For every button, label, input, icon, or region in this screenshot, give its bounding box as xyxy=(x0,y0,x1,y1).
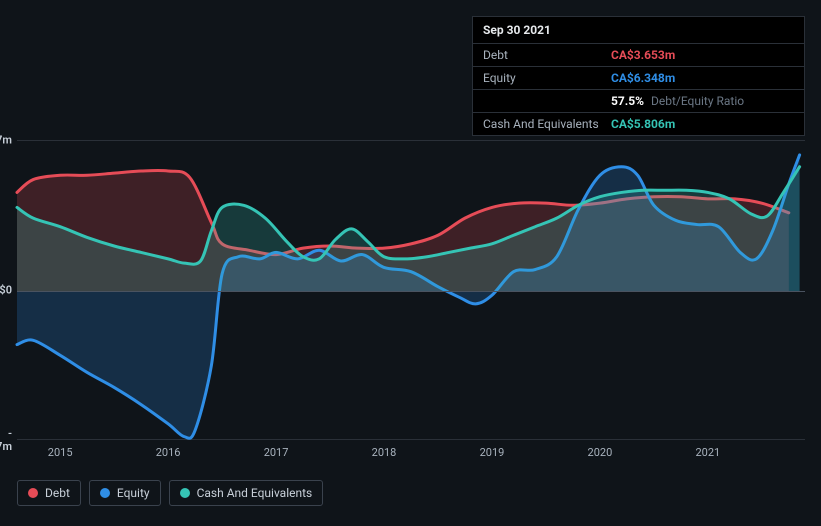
tooltip-row-label xyxy=(483,94,611,108)
tooltip-row-value: CA$6.348m xyxy=(611,71,675,85)
zero-gridline xyxy=(17,291,805,292)
y-axis-label: CA$0 xyxy=(0,284,12,297)
tooltip-row-extra: Debt/Equity Ratio xyxy=(648,94,744,108)
legend-label: Cash And Equivalents xyxy=(197,486,313,500)
plot-area[interactable] xyxy=(17,140,805,440)
legend-item-cash-and-equivalents[interactable]: Cash And Equivalents xyxy=(169,480,324,506)
legend-item-equity[interactable]: Equity xyxy=(89,480,161,506)
legend-swatch-icon xyxy=(100,488,110,498)
tooltip-row-label: Debt xyxy=(483,48,611,62)
x-axis-label: 2018 xyxy=(372,446,397,459)
tooltip-row-value: 57.5% Debt/Equity Ratio xyxy=(611,94,744,108)
legend-item-debt[interactable]: Debt xyxy=(17,480,81,506)
tooltip-row-value: CA$3.653m xyxy=(611,48,675,62)
legend-swatch-icon xyxy=(180,488,190,498)
x-axis-label: 2015 xyxy=(48,446,73,459)
tooltip-row: Cash And EquivalentsCA$5.806m xyxy=(473,113,804,135)
x-axis-label: 2019 xyxy=(480,446,505,459)
x-axis-label: 2021 xyxy=(695,446,720,459)
tooltip-panel: Sep 30 2021 DebtCA$3.653mEquityCA$6.348m… xyxy=(472,16,805,136)
legend-swatch-icon xyxy=(28,488,38,498)
x-axis-label: 2017 xyxy=(264,446,289,459)
x-axis-label: 2016 xyxy=(156,446,181,459)
legend: Debt Equity Cash And Equivalents xyxy=(17,480,323,506)
legend-label: Equity xyxy=(117,486,150,500)
tooltip-row-value: CA$5.806m xyxy=(611,117,675,131)
tooltip-date: Sep 30 2021 xyxy=(473,17,804,44)
x-axis-label: 2020 xyxy=(588,446,613,459)
y-axis-label: CA$7m xyxy=(0,134,12,147)
legend-label: Debt xyxy=(45,486,70,500)
y-axis-label: -CA$7m xyxy=(0,427,12,453)
tooltip-row: DebtCA$3.653m xyxy=(473,44,804,67)
chart-area: CA$7mCA$0-CA$7m 201520162017201820192020… xyxy=(17,120,805,460)
tooltip-row-label: Cash And Equivalents xyxy=(483,117,611,131)
tooltip-row: EquityCA$6.348m xyxy=(473,67,804,90)
tooltip-row-label: Equity xyxy=(483,71,611,85)
tooltip-row: 57.5% Debt/Equity Ratio xyxy=(473,90,804,113)
